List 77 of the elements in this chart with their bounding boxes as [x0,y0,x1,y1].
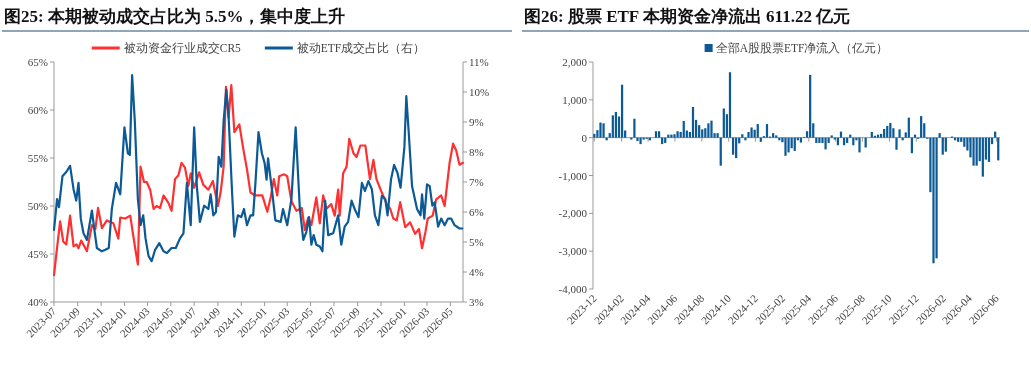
bar [701,129,704,138]
y-tick-label: 2,000 [562,56,588,68]
bar [744,137,747,141]
y-tick-label: 45% [27,248,48,260]
bar [614,111,618,138]
bar [920,116,923,138]
y-tick-label: 55% [27,152,48,164]
bar [772,133,775,138]
y2-tick-label: 11% [469,56,489,68]
bar [611,115,614,138]
bar [691,107,695,138]
y-tick-label: -2,000 [558,207,588,220]
bar [620,84,624,138]
legend-label: 被动ETF成交占比（右） [296,41,426,55]
bar [898,129,901,138]
bar [824,137,827,150]
bar [719,137,722,166]
y2-tick-label: 6% [469,206,484,218]
bar [599,122,602,138]
y-tick-label: 60% [27,104,48,116]
bar [673,134,676,138]
y-tick-label: 40% [27,296,48,308]
bar [932,137,935,264]
bar [716,133,719,138]
bar [602,123,605,138]
bar [765,124,769,138]
bar [639,137,642,145]
bar [883,128,886,138]
y2-tick-label: 9% [469,116,484,128]
chart-title: 图26: 股票 ETF 本期资金净流出 611.22 亿元 [524,7,851,26]
bar [870,131,873,138]
bar [741,134,744,138]
bar [747,131,750,138]
legend-label: 被动资金行业成交CR5 [123,41,242,54]
bar [889,122,892,138]
bar [707,123,710,138]
bar [682,121,685,138]
bar [654,131,658,138]
y2-tick-label: 5% [469,236,484,248]
bar [784,137,787,156]
y2-tick-label: 8% [469,146,484,158]
y-tick-label: 65% [27,56,48,68]
bar [799,137,803,143]
bar [981,137,984,177]
y2-tick-label: 7% [469,176,484,188]
y-tick-label: 0 [581,131,588,144]
bar [895,137,898,150]
bar [676,131,679,138]
y-tick-label: 1,000 [562,93,588,106]
bar [839,131,843,138]
bar [864,137,867,148]
y2-tick-label: 4% [469,266,484,278]
bar [633,118,636,138]
y-tick-label: -1,000 [558,169,588,182]
chart-title: 图25: 本期被动成交占比为 5.5%，集中度上升 [4,7,346,26]
bar [963,137,966,147]
bar [858,137,861,153]
y-tick-label: -4,000 [558,283,588,295]
legend-label: 全部A股股票ETF净流入（亿元） [715,41,889,55]
bar [809,74,812,138]
bar [756,124,759,138]
bar [886,125,889,138]
y2-tick-label: 10% [469,86,490,98]
bar [975,137,978,166]
bar [710,120,713,138]
bar [636,137,639,142]
y2-tick-label: 3% [469,296,484,308]
bar [728,72,732,138]
bar [657,131,661,138]
bar [787,137,790,153]
y-tick-label: 50% [27,200,48,212]
bar [994,131,997,138]
bar [938,133,941,138]
bar [593,133,596,138]
bar [972,137,975,166]
bar [935,137,938,259]
y-tick-label: -3,000 [558,245,588,258]
